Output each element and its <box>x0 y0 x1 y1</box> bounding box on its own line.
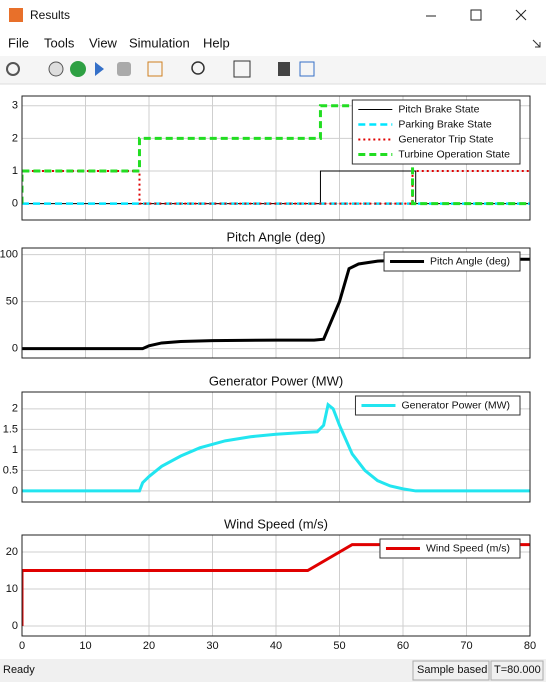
toolbar <box>0 56 546 84</box>
status-mode: Sample based <box>417 664 487 676</box>
step-forward-button[interactable] <box>95 62 104 76</box>
status-text: Ready <box>3 664 35 676</box>
x-tick-label: 70 <box>460 640 472 652</box>
legend-label: Pitch Angle (deg) <box>430 255 510 267</box>
y-tick-label: 0 <box>12 343 18 355</box>
y-tick-label: 3 <box>12 100 18 112</box>
step-back-button[interactable] <box>48 61 64 77</box>
legend-box <box>351 99 521 165</box>
status-time: T=80.000 <box>494 664 541 676</box>
legend-label: Pitch Brake State <box>398 103 479 115</box>
menu-item[interactable]: View <box>89 35 118 50</box>
menu-item[interactable]: File <box>8 35 29 50</box>
y-tick-label: 10 <box>6 583 18 595</box>
plot-title: Pitch Angle (deg) <box>226 229 325 244</box>
x-tick-label: 30 <box>206 640 218 652</box>
y-tick-label: 0 <box>12 620 18 632</box>
menu-item[interactable]: Simulation <box>129 35 190 50</box>
plot-frame <box>21 247 531 359</box>
x-tick-label: 50 <box>333 640 345 652</box>
legend-box <box>379 538 521 559</box>
app-icon <box>9 8 23 22</box>
x-tick-label: 0 <box>19 640 25 652</box>
close-button[interactable] <box>515 9 527 21</box>
x-tick-label: 60 <box>397 640 409 652</box>
undock-button[interactable] <box>532 39 541 48</box>
series-line <box>22 170 530 205</box>
menu-item[interactable]: Help <box>203 35 230 50</box>
style-button[interactable] <box>299 61 315 77</box>
y-tick-label: 1.5 <box>3 423 18 435</box>
plot-frame <box>21 391 531 503</box>
x-tick-label: 20 <box>143 640 155 652</box>
series-line <box>22 402 530 493</box>
y-tick-label: 100 <box>0 248 18 260</box>
y-tick-label: 2 <box>12 403 18 415</box>
plot-title: Generator Power (MW) <box>209 373 343 388</box>
legend: Generator Power (MW) <box>354 395 521 416</box>
plot-frame <box>21 534 531 637</box>
x-tick-label: 10 <box>79 640 91 652</box>
legend-label: Generator Trip State <box>398 133 493 145</box>
plot-title: Wind Speed (m/s) <box>224 516 328 531</box>
cursor-button[interactable] <box>278 62 290 76</box>
fit-button[interactable] <box>233 60 251 78</box>
legend-label: Wind Speed (m/s) <box>426 542 510 554</box>
legend: Pitch Brake State Parking Brake State Gene… <box>351 99 521 165</box>
plot-frame <box>21 95 531 221</box>
stop-button[interactable] <box>117 62 131 76</box>
status-cell <box>412 660 490 681</box>
legend-box <box>354 395 521 416</box>
legend-label: Generator Power (MW) <box>401 399 510 411</box>
zoom-button[interactable] <box>191 61 205 75</box>
status-cell <box>490 660 544 681</box>
legend: Pitch Angle (deg) <box>383 251 521 272</box>
legend: Wind Speed (m/s) <box>379 538 521 559</box>
y-tick-label: 2 <box>12 132 18 144</box>
y-tick-label: 1 <box>12 444 18 456</box>
window-title: Results <box>30 8 70 22</box>
legend-label: Parking Brake State <box>398 118 492 130</box>
status-bar <box>0 659 546 682</box>
legend-box <box>383 251 521 272</box>
run-button[interactable] <box>70 61 86 77</box>
maximize-button[interactable] <box>470 9 482 21</box>
legend-label: Turbine Operation State <box>398 148 510 160</box>
highlight-button[interactable] <box>147 61 163 77</box>
y-tick-label: 50 <box>6 295 18 307</box>
series-line <box>22 104 530 206</box>
menu-item[interactable]: Tools <box>44 35 75 50</box>
y-tick-label: 1 <box>12 165 18 177</box>
x-tick-label: 80 <box>524 640 536 652</box>
settings-button[interactable] <box>6 62 20 76</box>
x-tick-label: 40 <box>270 640 282 652</box>
y-tick-label: 0.5 <box>3 464 18 476</box>
y-tick-label: 0 <box>12 485 18 497</box>
y-tick-label: 0 <box>12 198 18 210</box>
y-tick-label: 20 <box>6 546 18 558</box>
